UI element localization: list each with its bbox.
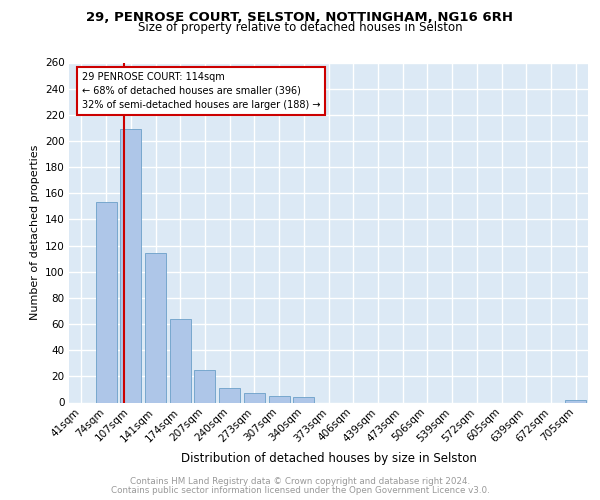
Bar (565, 400, 586, 402)
Text: 29 PENROSE COURT: 114sqm
← 68% of detached houses are smaller (396)
32% of semi-: 29 PENROSE COURT: 114sqm ← 68% of detach… (82, 72, 320, 110)
Bar (120, 129, 141, 402)
X-axis label: Distribution of detached houses by size in Selston: Distribution of detached houses by size … (181, 452, 476, 465)
Bar (170, 319, 191, 402)
Text: Size of property relative to detached houses in Selston: Size of property relative to detached ho… (137, 21, 463, 34)
Text: Contains HM Land Registry data © Crown copyright and database right 2024.: Contains HM Land Registry data © Crown c… (130, 477, 470, 486)
Bar (244, 394, 265, 402)
Bar (95, 202, 116, 402)
Bar (293, 398, 314, 402)
Bar (194, 370, 215, 402)
Y-axis label: Number of detached properties: Number of detached properties (29, 145, 40, 320)
Bar (219, 388, 240, 402)
Bar (269, 396, 290, 402)
Text: 29, PENROSE COURT, SELSTON, NOTTINGHAM, NG16 6RH: 29, PENROSE COURT, SELSTON, NOTTINGHAM, … (86, 11, 514, 24)
Text: Contains public sector information licensed under the Open Government Licence v3: Contains public sector information licen… (110, 486, 490, 495)
Bar (145, 254, 166, 402)
